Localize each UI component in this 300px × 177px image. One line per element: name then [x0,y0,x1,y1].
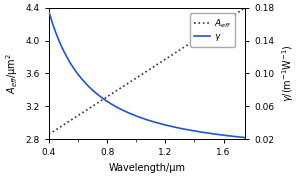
Y-axis label: $A_{eff}$/μm$^2$: $A_{eff}$/μm$^2$ [4,53,20,94]
X-axis label: Wavelength/μm: Wavelength/μm [109,163,186,173]
Legend: $A_{eff}$, $\gamma$: $A_{eff}$, $\gamma$ [190,13,235,47]
Y-axis label: $\gamma$/(m$^{-1}$W$^{-1}$): $\gamma$/(m$^{-1}$W$^{-1}$) [280,45,296,102]
